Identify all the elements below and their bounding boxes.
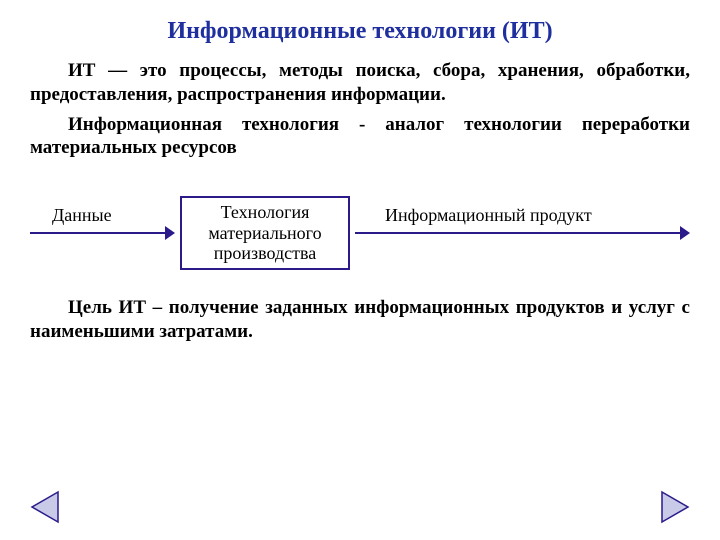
- input-arrow-line: [30, 232, 165, 234]
- triangle-left-icon: [28, 490, 62, 524]
- output-arrow-line: [355, 232, 680, 234]
- triangle-right-icon: [658, 490, 692, 524]
- process-box: Технология материального производства: [180, 196, 350, 270]
- flow-diagram: Данные Технология материального производ…: [30, 178, 690, 288]
- output-label: Информационный продукт: [385, 205, 592, 226]
- page-title: Информационные технологии (ИТ): [30, 18, 690, 45]
- paragraph-definition: ИТ — это процессы, методы поиска, сбора,…: [30, 59, 690, 107]
- input-arrow-head-icon: [165, 226, 175, 240]
- next-button[interactable]: [656, 488, 694, 526]
- paragraph-analogy: Информационная технология - аналог техно…: [30, 113, 690, 161]
- prev-button[interactable]: [26, 488, 64, 526]
- paragraph-goal: Цель ИТ – получение заданных информацион…: [30, 296, 690, 344]
- triangle-left-shape: [32, 492, 58, 522]
- input-label: Данные: [52, 205, 112, 226]
- output-arrow-head-icon: [680, 226, 690, 240]
- triangle-right-shape: [662, 492, 688, 522]
